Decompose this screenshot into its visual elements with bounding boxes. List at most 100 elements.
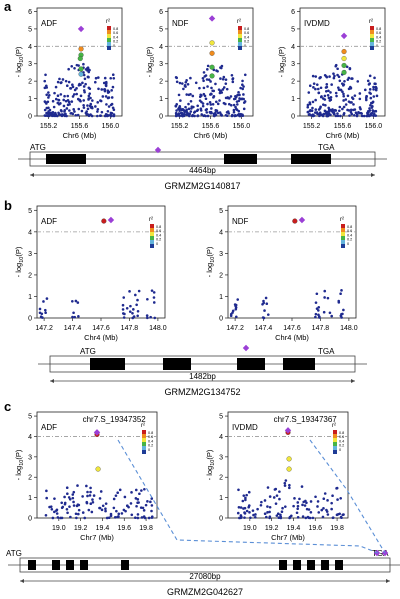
snp-point	[104, 80, 108, 84]
snp-point	[87, 75, 90, 79]
snp-point	[219, 66, 222, 69]
snp-point	[353, 94, 357, 97]
snp-point	[240, 515, 243, 519]
snp-point	[66, 94, 70, 98]
snp-point	[100, 88, 104, 91]
snp-point	[351, 97, 355, 101]
snp-point	[340, 516, 343, 520]
snp-point	[331, 111, 335, 114]
x-tick-label: 147.6	[92, 325, 110, 332]
snp-point	[225, 114, 229, 118]
snp-point	[196, 114, 200, 117]
snp-point	[249, 516, 252, 520]
snp-point	[135, 303, 138, 307]
snp-point	[41, 316, 44, 319]
snp-point	[101, 95, 105, 98]
gene-model-c: ATG TGA 27080bp GRMZM2G042627	[6, 549, 400, 597]
snp-point	[239, 97, 243, 101]
snp-point	[110, 96, 114, 99]
stop-codon-label: TGA	[318, 347, 335, 356]
snp-point	[237, 91, 240, 94]
snp-point	[337, 75, 341, 79]
snp-point	[66, 511, 69, 515]
snp-point	[45, 297, 49, 300]
snp-point	[206, 64, 210, 68]
snp-point	[318, 316, 321, 319]
snp-point	[95, 114, 99, 118]
plot-a-ndf: 0 1 2 3 4 5 6 155.2 155.6 156.0 Chr6 (Mb) - log10(P…	[145, 7, 254, 140]
snp-point	[346, 94, 350, 98]
x-tick-label: 19.6	[117, 525, 131, 532]
snp-point	[87, 70, 91, 74]
snp-point	[239, 86, 242, 90]
exon	[224, 154, 257, 164]
snp-point	[83, 516, 87, 520]
snp-point	[131, 311, 134, 315]
snp-point	[241, 113, 244, 116]
exon	[80, 560, 88, 570]
exon	[335, 560, 343, 570]
legend-tick: 0	[339, 448, 341, 452]
snp-point	[340, 289, 343, 292]
legend-tick: 0.8	[347, 225, 352, 229]
snp-point	[59, 113, 63, 117]
snp-point	[300, 485, 304, 488]
ld-connector-line	[309, 439, 386, 554]
snp-point	[312, 86, 315, 89]
snp-point	[336, 512, 340, 516]
y-tick-label: 2	[28, 475, 32, 482]
snp-point	[54, 85, 58, 89]
snp-point	[130, 491, 133, 494]
legend-swatch	[370, 42, 374, 46]
snp-point	[178, 81, 182, 85]
snp-point	[86, 490, 89, 494]
snp-point	[364, 98, 368, 102]
snp-point	[150, 289, 154, 292]
snp-point	[327, 108, 331, 112]
snp-point	[49, 111, 52, 115]
y-tick-label: 3	[291, 61, 295, 68]
y-tick-label: 4	[291, 44, 295, 51]
snp-point	[43, 108, 47, 112]
snp-point	[190, 114, 194, 118]
snp-point	[174, 75, 178, 79]
snp-point	[106, 96, 110, 100]
y-axis-label: - log10(P)	[14, 449, 25, 480]
snp-point	[337, 299, 341, 303]
snp-point	[94, 76, 98, 80]
snp-point	[51, 516, 55, 520]
snp-point	[44, 73, 47, 77]
snp-point	[147, 516, 151, 520]
snp-point	[288, 516, 291, 520]
snp-point	[306, 103, 310, 107]
gene-model-a: ATG TGA 4464bp GRMZM2G140817	[18, 143, 387, 191]
snp-point	[56, 80, 60, 84]
snp-point	[307, 91, 311, 94]
snp-point	[268, 505, 272, 509]
snp-point	[84, 82, 87, 86]
legend-title: r²	[340, 217, 344, 223]
snp-point	[314, 98, 317, 102]
snp-point	[98, 497, 102, 500]
x-axis-label: Chr4 (Mb)	[275, 333, 309, 342]
snp-point	[58, 77, 61, 81]
snp-point	[296, 507, 299, 511]
snp-point	[200, 94, 203, 97]
snp-point	[325, 508, 328, 512]
snp-point	[330, 507, 333, 511]
snp-point	[320, 508, 324, 512]
snp-point	[329, 91, 332, 94]
snp-point	[205, 78, 209, 81]
snp-point	[81, 495, 84, 498]
y-tick-label: 5	[28, 414, 32, 421]
plot-title: ADF	[41, 217, 57, 226]
snp-point	[345, 65, 349, 69]
snp-point	[77, 512, 80, 516]
snp-point	[71, 315, 74, 319]
snp-point	[242, 85, 245, 88]
y-tick-label: 3	[28, 454, 32, 461]
legend-swatch	[333, 434, 337, 438]
plot-c-ivdmd: 0 1 2 3 4 5 19.0 19.2 19.4 19.6 19.8 Chr7 (Mb) - log…	[205, 411, 349, 542]
snp-point	[145, 314, 149, 317]
snp-point	[359, 107, 362, 111]
